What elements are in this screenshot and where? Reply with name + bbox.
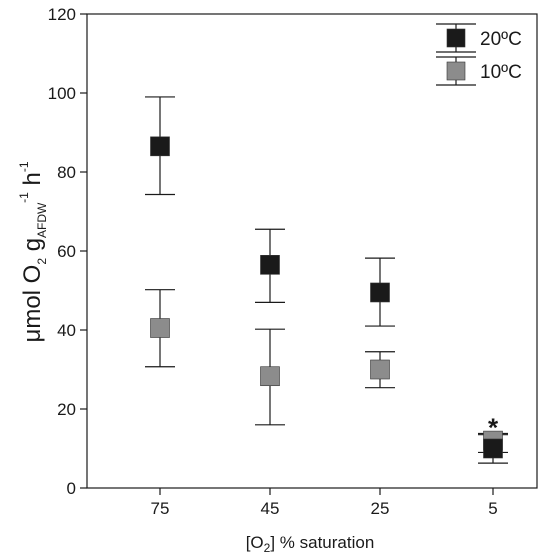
data-point xyxy=(150,318,170,338)
data-point xyxy=(370,282,390,303)
x-tick-label: 75 xyxy=(151,499,170,518)
legend-swatch xyxy=(446,28,466,48)
y-axis-label: μmol O2 gAFDW-1 h-1 xyxy=(17,161,49,342)
legend-swatch xyxy=(446,61,466,81)
y-tick-label: 100 xyxy=(48,84,76,103)
data-markers xyxy=(150,136,503,459)
legend-label: 10ºC xyxy=(480,62,522,83)
data-point xyxy=(483,438,503,459)
y-tick-label: 0 xyxy=(67,479,76,498)
x-tick-label: 5 xyxy=(488,499,497,518)
y-tick-label: 20 xyxy=(57,400,76,419)
y-tick-label: 60 xyxy=(57,242,76,261)
x-tick-label: 25 xyxy=(371,499,390,518)
x-axis-label: [O2] % saturation xyxy=(246,533,375,555)
legend: 20ºC 10ºC xyxy=(436,23,522,86)
annotations: * xyxy=(488,412,499,442)
data-point xyxy=(150,136,170,157)
axes: 0 20 40 60 80 100 120 75 45 25 5 xyxy=(48,5,538,518)
data-point xyxy=(370,359,390,380)
x-tick-label: 45 xyxy=(261,499,280,518)
data-point xyxy=(260,255,280,275)
y-tick-label: 80 xyxy=(57,163,76,182)
data-point xyxy=(260,366,280,387)
y-tick-label: 120 xyxy=(48,5,76,24)
error-bars xyxy=(145,96,508,464)
legend-label: 20ºC xyxy=(480,29,522,50)
y-tick-label: 40 xyxy=(57,321,76,340)
significance-asterisk: * xyxy=(488,412,499,442)
